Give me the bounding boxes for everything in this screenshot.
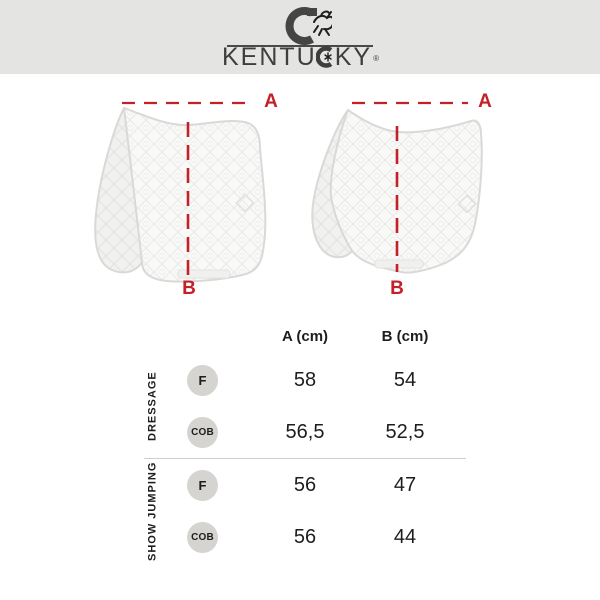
show-jumping-f-b-value: 47 xyxy=(393,473,417,496)
show-jumping-f-a-value: 56 xyxy=(293,473,317,496)
column-header-b: B (cm) xyxy=(381,327,429,345)
dressage-pad-illustration xyxy=(94,107,267,283)
show-jumping-cob-b-value: 44 xyxy=(393,525,417,548)
size-badge-cell: COB xyxy=(165,406,240,458)
size-table-header: A (cm) B (cm) xyxy=(140,318,470,354)
wordmark-left: KENTU xyxy=(222,43,317,71)
measurement-lines xyxy=(122,101,468,278)
section-divider xyxy=(144,458,466,459)
dressage-measure-a-label: A xyxy=(264,91,278,112)
show-jumping-section-label: SHOW JUMPING xyxy=(146,461,159,561)
dressage-f-b-value: 54 xyxy=(393,368,417,391)
dressage-cob-b-value: 52,5 xyxy=(385,420,425,443)
show-jumping-measure-b-label: B xyxy=(390,278,404,299)
size-badge-f: F xyxy=(187,364,218,396)
size-badge-cell: F xyxy=(165,354,240,406)
column-header-a: A (cm) xyxy=(281,327,329,345)
brand-wordmark: KENTU KY® xyxy=(0,43,600,72)
show-jumping-pad-illustration xyxy=(311,109,483,274)
size-table: A (cm) B (cm) DRESSAGE F 58 54 COB 56,5 … xyxy=(140,318,470,563)
size-badge-cell: COB xyxy=(165,511,240,563)
saddle-pad-figures xyxy=(94,101,483,283)
size-badge-f: F xyxy=(187,469,218,501)
dressage-section: DRESSAGE F 58 54 COB 56,5 52,5 xyxy=(140,354,470,458)
size-badge-cell: F xyxy=(165,459,240,511)
size-badge-cob: COB xyxy=(187,416,218,448)
kentucky-logo: KENTU KY® xyxy=(0,0,600,74)
brand-header: KENTU KY® xyxy=(0,0,600,74)
wordmark-right: KY xyxy=(334,43,373,71)
logo-divider xyxy=(227,45,373,47)
show-jumping-cob-a-value: 56 xyxy=(293,525,317,548)
dressage-cob-a-value: 56,5 xyxy=(285,420,325,443)
registered-mark: ® xyxy=(373,53,379,63)
wordmark-c-emblem-icon xyxy=(315,46,333,68)
dressage-measure-b-label: B xyxy=(182,278,196,299)
horse-jumper-c-emblem-icon xyxy=(285,7,332,45)
show-jumping-measure-a-label: A xyxy=(478,91,492,112)
dressage-f-a-value: 58 xyxy=(293,368,317,391)
size-badge-cob: COB xyxy=(187,521,218,553)
show-jumping-section: SHOW JUMPING F 56 47 COB 56 44 xyxy=(140,459,470,563)
dressage-section-label: DRESSAGE xyxy=(146,371,159,441)
